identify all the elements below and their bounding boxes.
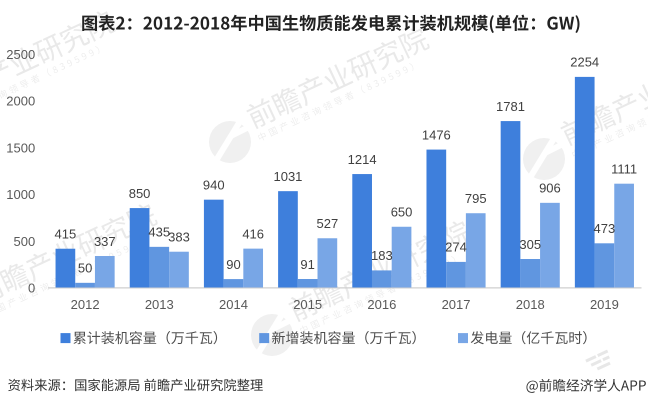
- svg-text:1031: 1031: [273, 169, 302, 184]
- svg-text:0: 0: [28, 281, 35, 296]
- svg-text:2015: 2015: [293, 297, 322, 312]
- svg-text:1781: 1781: [496, 99, 525, 114]
- svg-text:90: 90: [226, 257, 240, 272]
- svg-text:2500: 2500: [6, 47, 35, 62]
- svg-text:2019: 2019: [590, 297, 619, 312]
- svg-text:2013: 2013: [145, 297, 174, 312]
- svg-text:850: 850: [129, 186, 151, 201]
- svg-text:2018: 2018: [516, 297, 545, 312]
- svg-text:500: 500: [13, 234, 35, 249]
- svg-text:1476: 1476: [422, 127, 451, 142]
- svg-text:2017: 2017: [442, 297, 471, 312]
- svg-text:337: 337: [94, 234, 116, 249]
- svg-text:383: 383: [168, 230, 190, 245]
- svg-text:305: 305: [519, 237, 541, 252]
- svg-text:795: 795: [465, 191, 487, 206]
- svg-text:415: 415: [55, 227, 77, 242]
- svg-text:50: 50: [78, 261, 92, 276]
- svg-text:650: 650: [391, 205, 413, 220]
- svg-text:940: 940: [203, 177, 225, 192]
- svg-text:2000: 2000: [6, 94, 35, 109]
- svg-text:527: 527: [317, 216, 339, 231]
- svg-text:1000: 1000: [6, 187, 35, 202]
- svg-text:91: 91: [300, 257, 314, 272]
- svg-text:1214: 1214: [348, 152, 377, 167]
- svg-text:1500: 1500: [6, 140, 35, 155]
- svg-text:473: 473: [594, 221, 616, 236]
- svg-text:2012: 2012: [71, 297, 100, 312]
- svg-text:2014: 2014: [219, 297, 248, 312]
- svg-text:183: 183: [371, 248, 393, 263]
- svg-text:906: 906: [539, 181, 561, 196]
- svg-text:2254: 2254: [570, 55, 599, 70]
- svg-text:1111: 1111: [611, 161, 637, 176]
- svg-text:2016: 2016: [367, 297, 396, 312]
- svg-text:274: 274: [445, 240, 467, 255]
- svg-text:435: 435: [148, 225, 170, 240]
- svg-text:416: 416: [242, 226, 264, 241]
